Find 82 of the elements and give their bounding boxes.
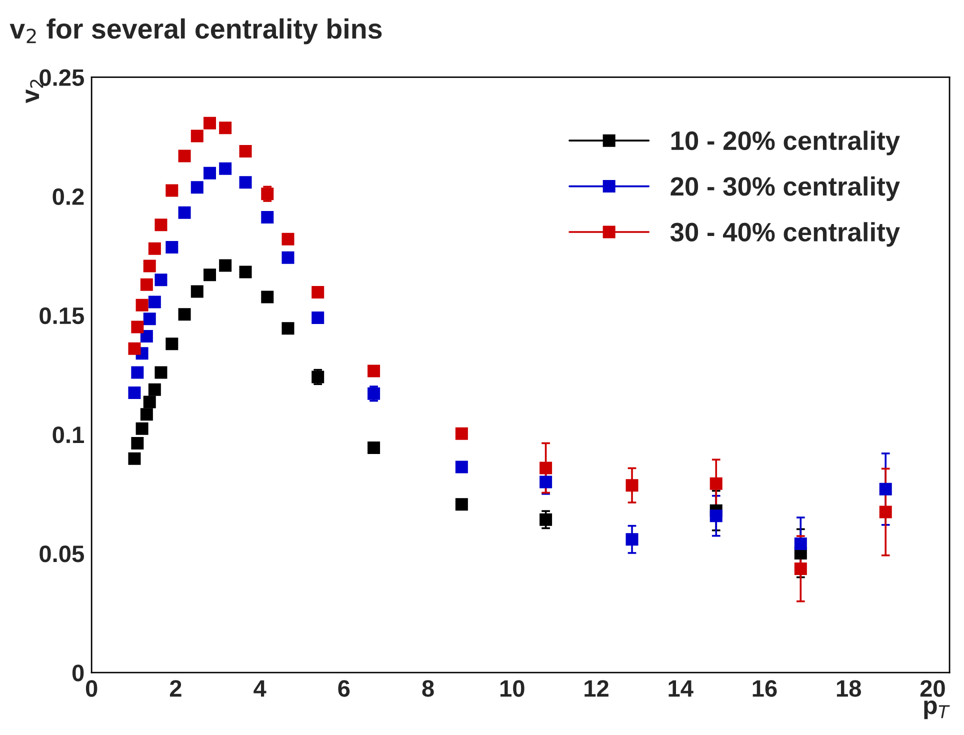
point (540, 476, 552, 488)
point (540, 462, 552, 474)
point (239, 176, 252, 189)
point (219, 162, 232, 175)
x-tick-label: 6 (338, 680, 350, 697)
point (219, 259, 232, 272)
point (166, 338, 178, 350)
point (710, 477, 722, 490)
y-tick-label: 0 (72, 664, 84, 682)
point (148, 296, 161, 308)
y-tick-label: 0.2 (52, 188, 84, 206)
point (178, 150, 191, 162)
y-tick-label: 0.15 (40, 307, 84, 324)
x-tick-label: 14 (668, 680, 694, 697)
point (140, 408, 153, 421)
legend-label: 30 - 40% centrality (670, 222, 900, 247)
point (204, 166, 216, 180)
point (239, 144, 252, 158)
point (140, 278, 153, 291)
point (282, 322, 294, 335)
point (128, 386, 141, 399)
x-tick-label: 20 (920, 680, 945, 697)
point (148, 242, 161, 255)
point (312, 286, 324, 298)
point (148, 383, 161, 396)
point (140, 330, 153, 343)
point (143, 260, 156, 272)
legend-label: 20 - 30% centrality (670, 176, 900, 201)
point (190, 285, 204, 298)
point (128, 342, 141, 355)
point (879, 482, 892, 496)
point (154, 366, 168, 379)
point (540, 513, 552, 526)
x-tick-label: 16 (752, 680, 777, 697)
point (154, 274, 168, 286)
point (166, 184, 178, 197)
point (178, 206, 191, 219)
point (368, 441, 380, 454)
point (131, 436, 144, 450)
point (190, 181, 204, 194)
x-tick-label: 12 (584, 680, 608, 697)
x-tick-label: 18 (836, 680, 862, 697)
y-tick-label: 0.05 (40, 546, 84, 562)
point (219, 122, 232, 134)
point (136, 422, 148, 435)
point (131, 320, 144, 334)
point (261, 290, 274, 304)
x-tick-label: 8 (422, 680, 434, 697)
point (282, 232, 294, 246)
point (128, 452, 141, 465)
x-tick-label: 10 (500, 680, 524, 697)
point (455, 460, 468, 474)
point (143, 312, 156, 326)
point (455, 498, 468, 511)
point (261, 210, 274, 224)
point (239, 266, 252, 278)
x-tick-label: 4 (254, 680, 266, 697)
point (368, 364, 380, 378)
legend-label: 10 - 20% centrality (671, 130, 900, 156)
point (190, 130, 204, 142)
point (166, 240, 178, 254)
point (794, 537, 807, 550)
point (131, 366, 144, 379)
point (626, 533, 638, 546)
x-tick-label: 2 (170, 680, 182, 697)
point (204, 116, 216, 130)
point (143, 396, 156, 408)
point (794, 562, 807, 575)
point (710, 510, 722, 522)
point (879, 506, 892, 518)
point (626, 479, 638, 492)
point (312, 311, 324, 324)
chart-title: v$_{2}$ for several centrality bins (10, 18, 382, 44)
point (282, 251, 294, 264)
x-tick-label: 0 (86, 680, 98, 697)
point (136, 298, 148, 312)
y-tick-label: 0.1 (52, 426, 84, 444)
x-axis-title: p$_{T}$ (924, 700, 950, 720)
point (178, 308, 191, 321)
point (455, 427, 468, 440)
point (204, 268, 216, 282)
point (154, 218, 168, 232)
